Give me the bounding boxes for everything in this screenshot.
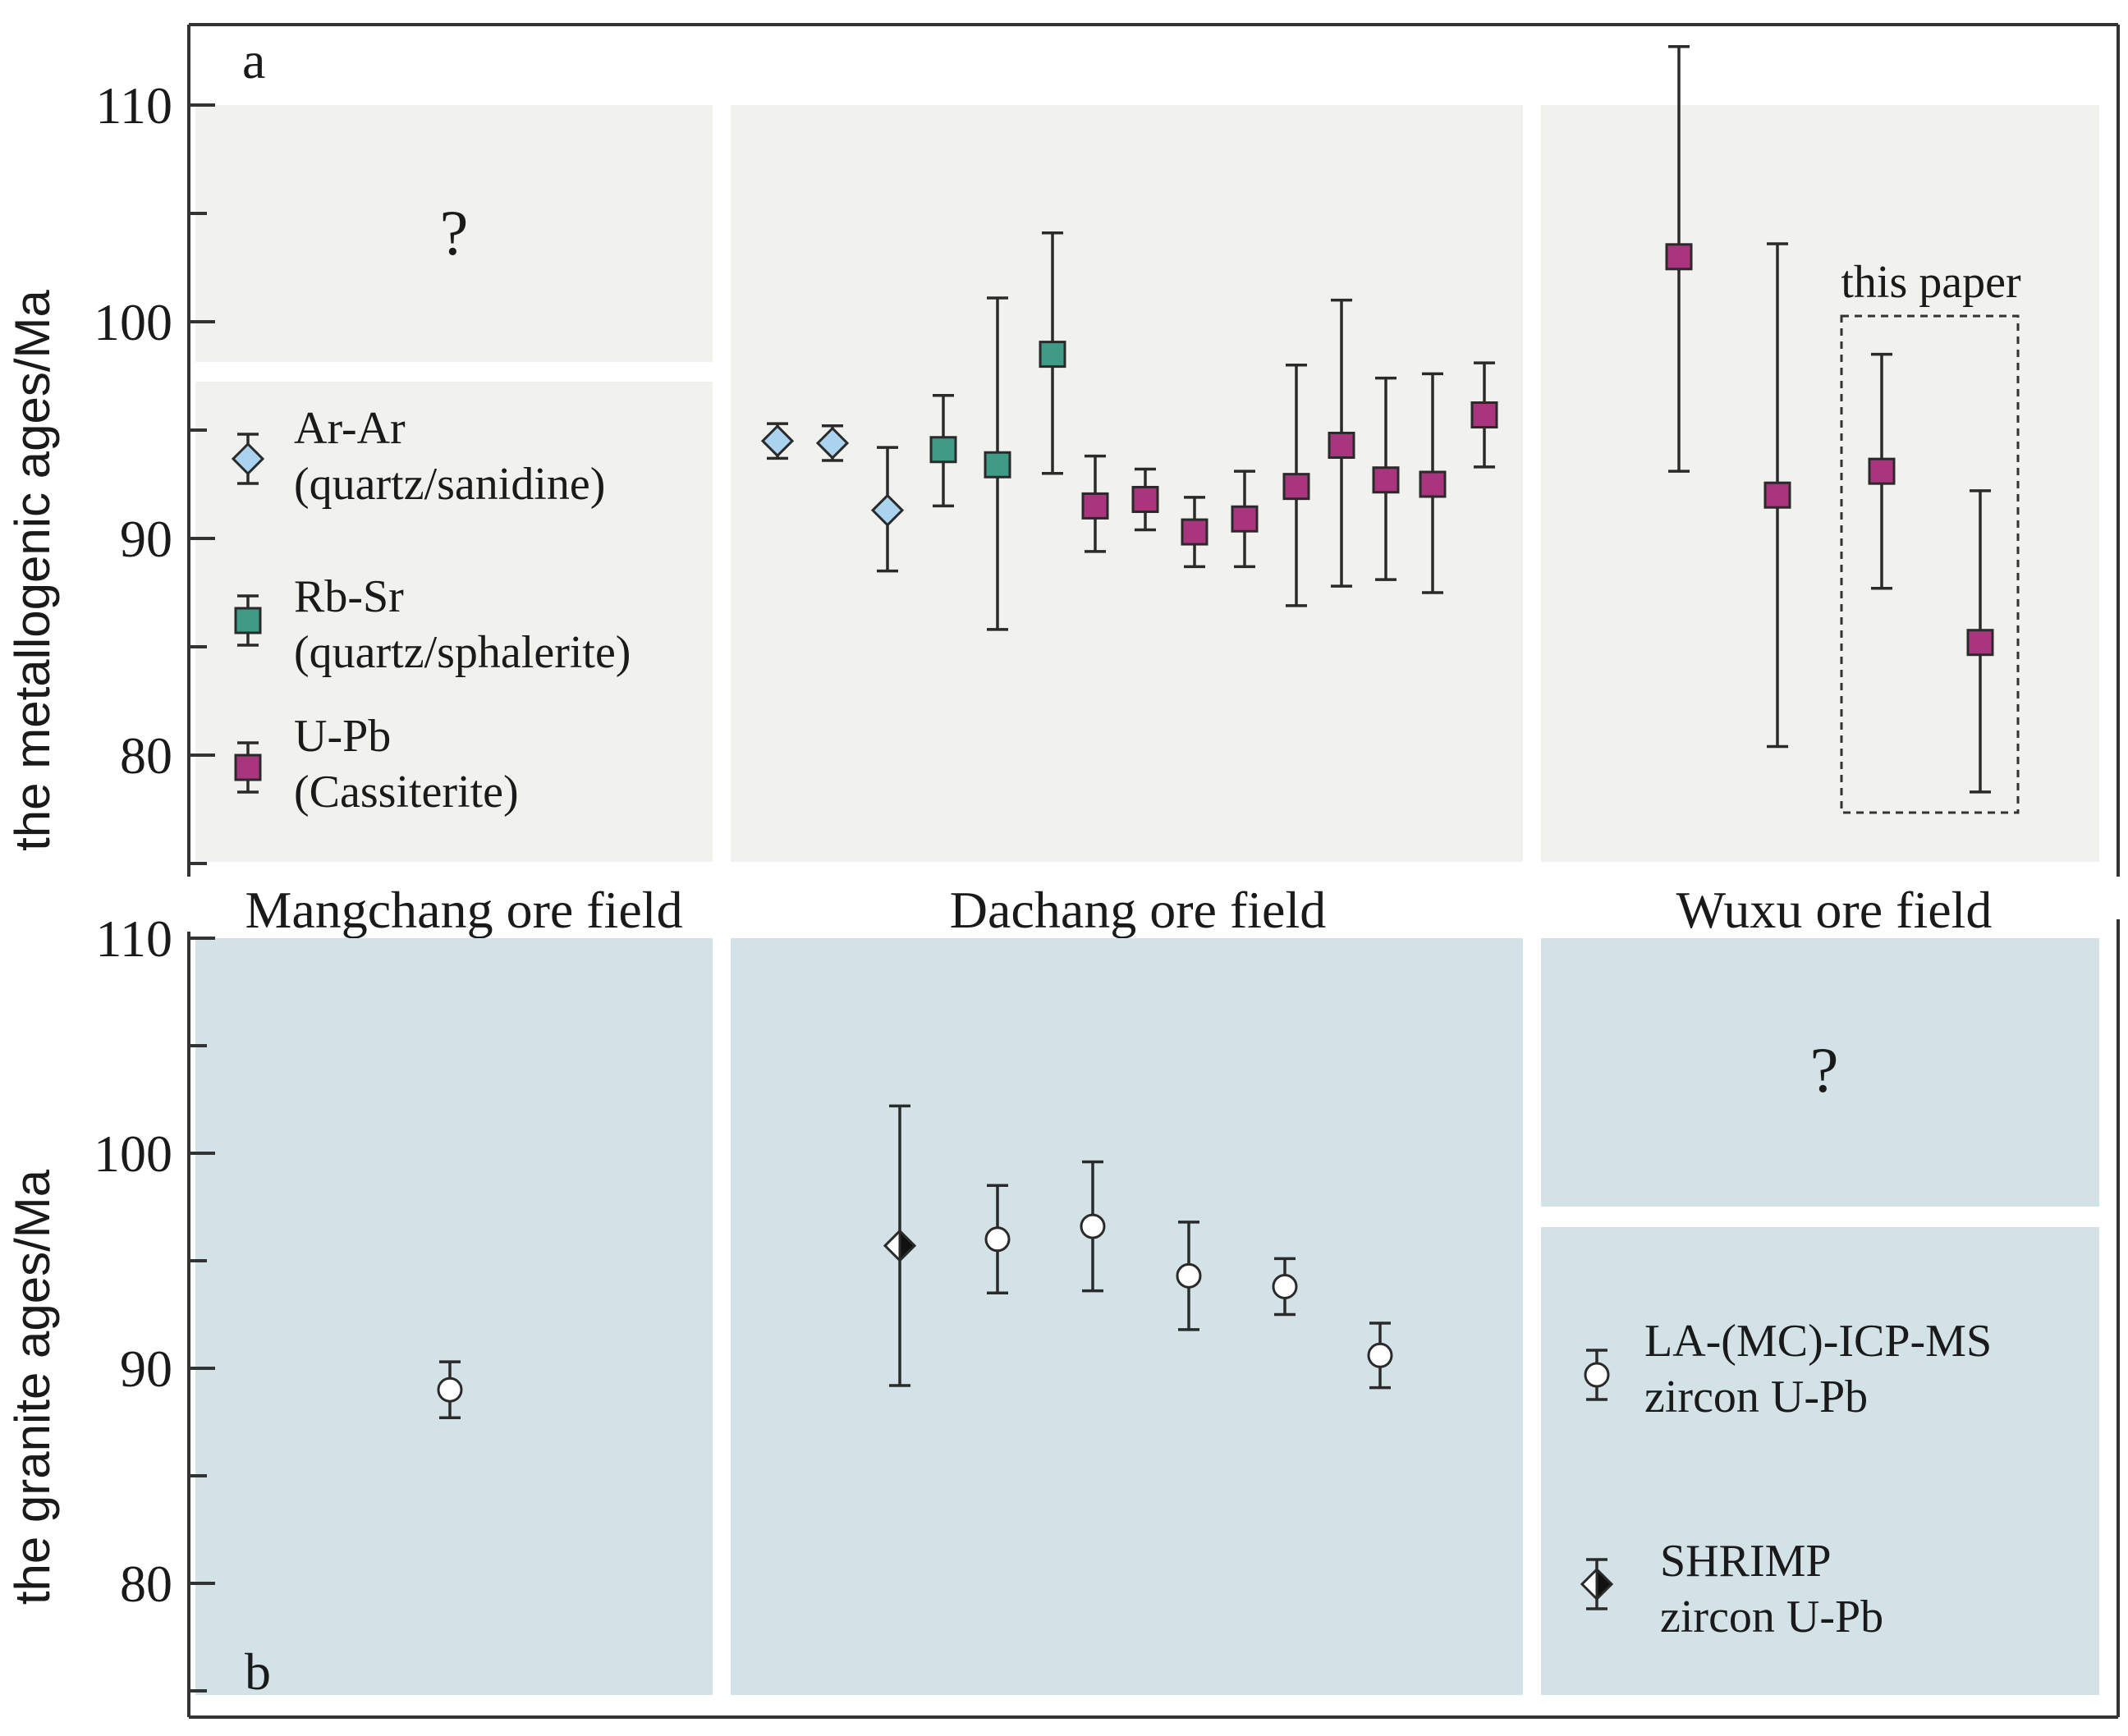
data-point	[1282, 473, 1310, 501]
data-point	[1367, 1342, 1393, 1368]
legend-shrimp-marker	[1580, 1558, 1614, 1610]
y-tick-label: 80	[120, 1555, 172, 1613]
mangchang-unknown-box	[195, 105, 713, 362]
y-tick-label: 110	[95, 909, 172, 968]
data-point	[984, 1226, 1011, 1253]
data-point	[815, 426, 850, 460]
data-point	[1080, 1213, 1106, 1239]
wuxu-section-box	[1541, 105, 2099, 862]
data-point	[1868, 457, 1896, 485]
field-label-wuxu: Wuxu ore field	[1676, 881, 1993, 939]
panel-a-letter: a	[242, 31, 265, 89]
legend-ar-ar-label: Ar-Ar	[294, 403, 406, 454]
data-point	[1081, 492, 1109, 520]
y-tick-label: 80	[120, 726, 172, 785]
panel-b-granite-ages: 80 90 100 110 b ? the granite ages/Ma LA-(M…	[5, 909, 2120, 1719]
legend-ar-ar-marker	[231, 433, 265, 485]
data-point	[1176, 1262, 1202, 1289]
legend-symbol	[234, 607, 262, 634]
legend-symbol	[1584, 1362, 1610, 1388]
data-point	[1231, 505, 1259, 533]
legend-u-pb-label: U-Pb	[294, 711, 391, 762]
panel-a-y-ticks: 80 90 100 110	[94, 76, 215, 865]
data-point	[1470, 401, 1498, 429]
panel-a-legend: Ar-Ar (quartz/sanidine) Rb-Sr (quartz/sp…	[231, 403, 631, 818]
wuxu-unknown-box	[1541, 938, 2099, 1207]
data-point	[437, 1376, 463, 1403]
panel-a-data-points	[760, 44, 1994, 794]
legend-u-pb-marker	[234, 741, 262, 794]
panel-b-legend: LA-(MC)-ICP-MS zircon U-Pb SHRIMP zircon…	[1580, 1316, 1992, 1642]
data-point	[760, 424, 795, 458]
data-point	[870, 493, 905, 527]
panel-a-y-axis-title: the metallogenic ages/Ma	[5, 290, 60, 851]
wuxu-legend-box	[1541, 1227, 2099, 1695]
legend-symbol	[1580, 1566, 1614, 1602]
data-point	[1272, 1273, 1298, 1299]
y-tick-label: 100	[94, 1125, 172, 1183]
data-point	[984, 451, 1011, 479]
data-point	[1966, 629, 1994, 657]
data-point	[929, 436, 957, 464]
y-tick-label: 90	[120, 510, 172, 568]
data-point	[1328, 431, 1355, 459]
legend-la-icp-ms-sublabel: zircon U-Pb	[1644, 1372, 1868, 1422]
y-tick-label: 110	[95, 76, 172, 135]
legend-rb-sr-label: Rb-Sr	[294, 571, 404, 622]
this-paper-label: this paper	[1841, 257, 2021, 308]
y-tick-label: 100	[94, 293, 172, 351]
legend-rb-sr-sublabel: (quartz/sphalerite)	[294, 627, 631, 678]
data-point	[1181, 518, 1208, 546]
legend-shrimp-label: SHRIMP	[1660, 1536, 1832, 1587]
legend-la-icp-ms-marker	[1584, 1349, 1610, 1401]
data-point	[1372, 466, 1400, 494]
field-label-mangchang: Mangchang ore field	[245, 881, 682, 939]
mangchang-granite-box	[195, 938, 713, 1695]
panel-b-letter: b	[245, 1642, 271, 1701]
panel-b-y-axis-title: the granite ages/Ma	[5, 1169, 60, 1605]
legend-rb-sr-marker	[234, 594, 262, 647]
panel-b-y-ticks: 80 90 100 110	[94, 909, 215, 1692]
legend-u-pb-sublabel: (Cassiterite)	[294, 767, 519, 818]
legend-symbol	[234, 753, 262, 781]
data-point	[1419, 470, 1447, 498]
legend-symbol	[231, 442, 265, 476]
data-point	[1039, 341, 1066, 369]
field-label-dachang: Dachang ore field	[950, 881, 1326, 939]
data-point	[1131, 485, 1159, 513]
data-point	[1763, 481, 1791, 509]
data-point	[1665, 243, 1693, 271]
dachang-granite-box	[731, 938, 1523, 1695]
y-tick-label: 90	[120, 1340, 172, 1398]
legend-la-icp-ms-label: LA-(MC)-ICP-MS	[1644, 1316, 1992, 1367]
data-point	[883, 1228, 917, 1264]
panel-b-data-points	[437, 1104, 1393, 1420]
mangchang-legend-box	[195, 382, 713, 862]
this-paper-dashed-box	[1840, 314, 2020, 814]
dachang-section-box	[731, 105, 1523, 862]
legend-shrimp-sublabel: zircon U-Pb	[1660, 1592, 1883, 1642]
legend-ar-ar-sublabel: (quartz/sanidine)	[294, 459, 605, 510]
mangchang-unknown-mark: ?	[440, 197, 469, 268]
wuxu-unknown-mark: ?	[1810, 1034, 1839, 1106]
